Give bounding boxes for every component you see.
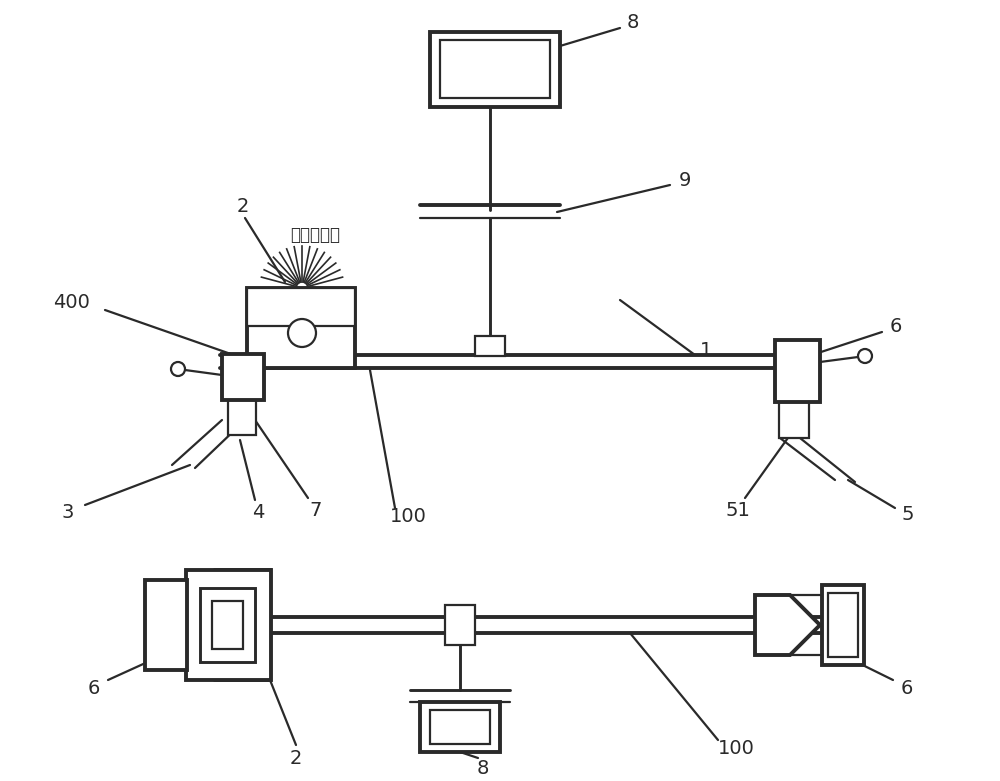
Text: 6: 6 <box>88 679 100 697</box>
Text: 7: 7 <box>310 501 322 519</box>
Text: 3: 3 <box>62 504 74 522</box>
Bar <box>247 288 355 368</box>
Polygon shape <box>755 595 820 655</box>
Bar <box>775 340 820 402</box>
Bar <box>212 601 243 649</box>
Bar <box>440 40 550 98</box>
Text: 2: 2 <box>237 198 249 216</box>
Bar <box>445 605 475 645</box>
Bar <box>822 585 864 665</box>
Bar <box>186 570 271 680</box>
Text: 100: 100 <box>718 739 754 758</box>
Bar <box>145 580 187 670</box>
Circle shape <box>858 349 872 363</box>
Text: 51: 51 <box>726 501 750 519</box>
Bar <box>247 288 355 326</box>
Bar <box>779 400 809 438</box>
Bar <box>420 702 500 752</box>
Text: 8: 8 <box>627 13 639 33</box>
Bar <box>430 710 490 744</box>
Circle shape <box>288 319 316 347</box>
Bar <box>430 32 560 107</box>
Text: 6: 6 <box>901 679 913 697</box>
Bar <box>828 593 858 657</box>
Text: 5: 5 <box>902 505 914 525</box>
Text: 8: 8 <box>477 758 489 778</box>
Text: 100: 100 <box>390 508 426 526</box>
Bar <box>222 354 264 400</box>
Polygon shape <box>186 570 270 680</box>
Text: 2: 2 <box>290 748 302 768</box>
Bar <box>200 588 255 662</box>
Text: 6: 6 <box>890 316 902 336</box>
Text: 4: 4 <box>252 504 264 522</box>
Circle shape <box>171 362 185 376</box>
Text: 辅助红外光: 辅助红外光 <box>290 226 340 244</box>
Text: 400: 400 <box>54 293 90 312</box>
Text: 1: 1 <box>700 341 712 359</box>
Bar <box>228 400 256 435</box>
Bar <box>475 336 505 356</box>
Text: 9: 9 <box>679 172 691 191</box>
